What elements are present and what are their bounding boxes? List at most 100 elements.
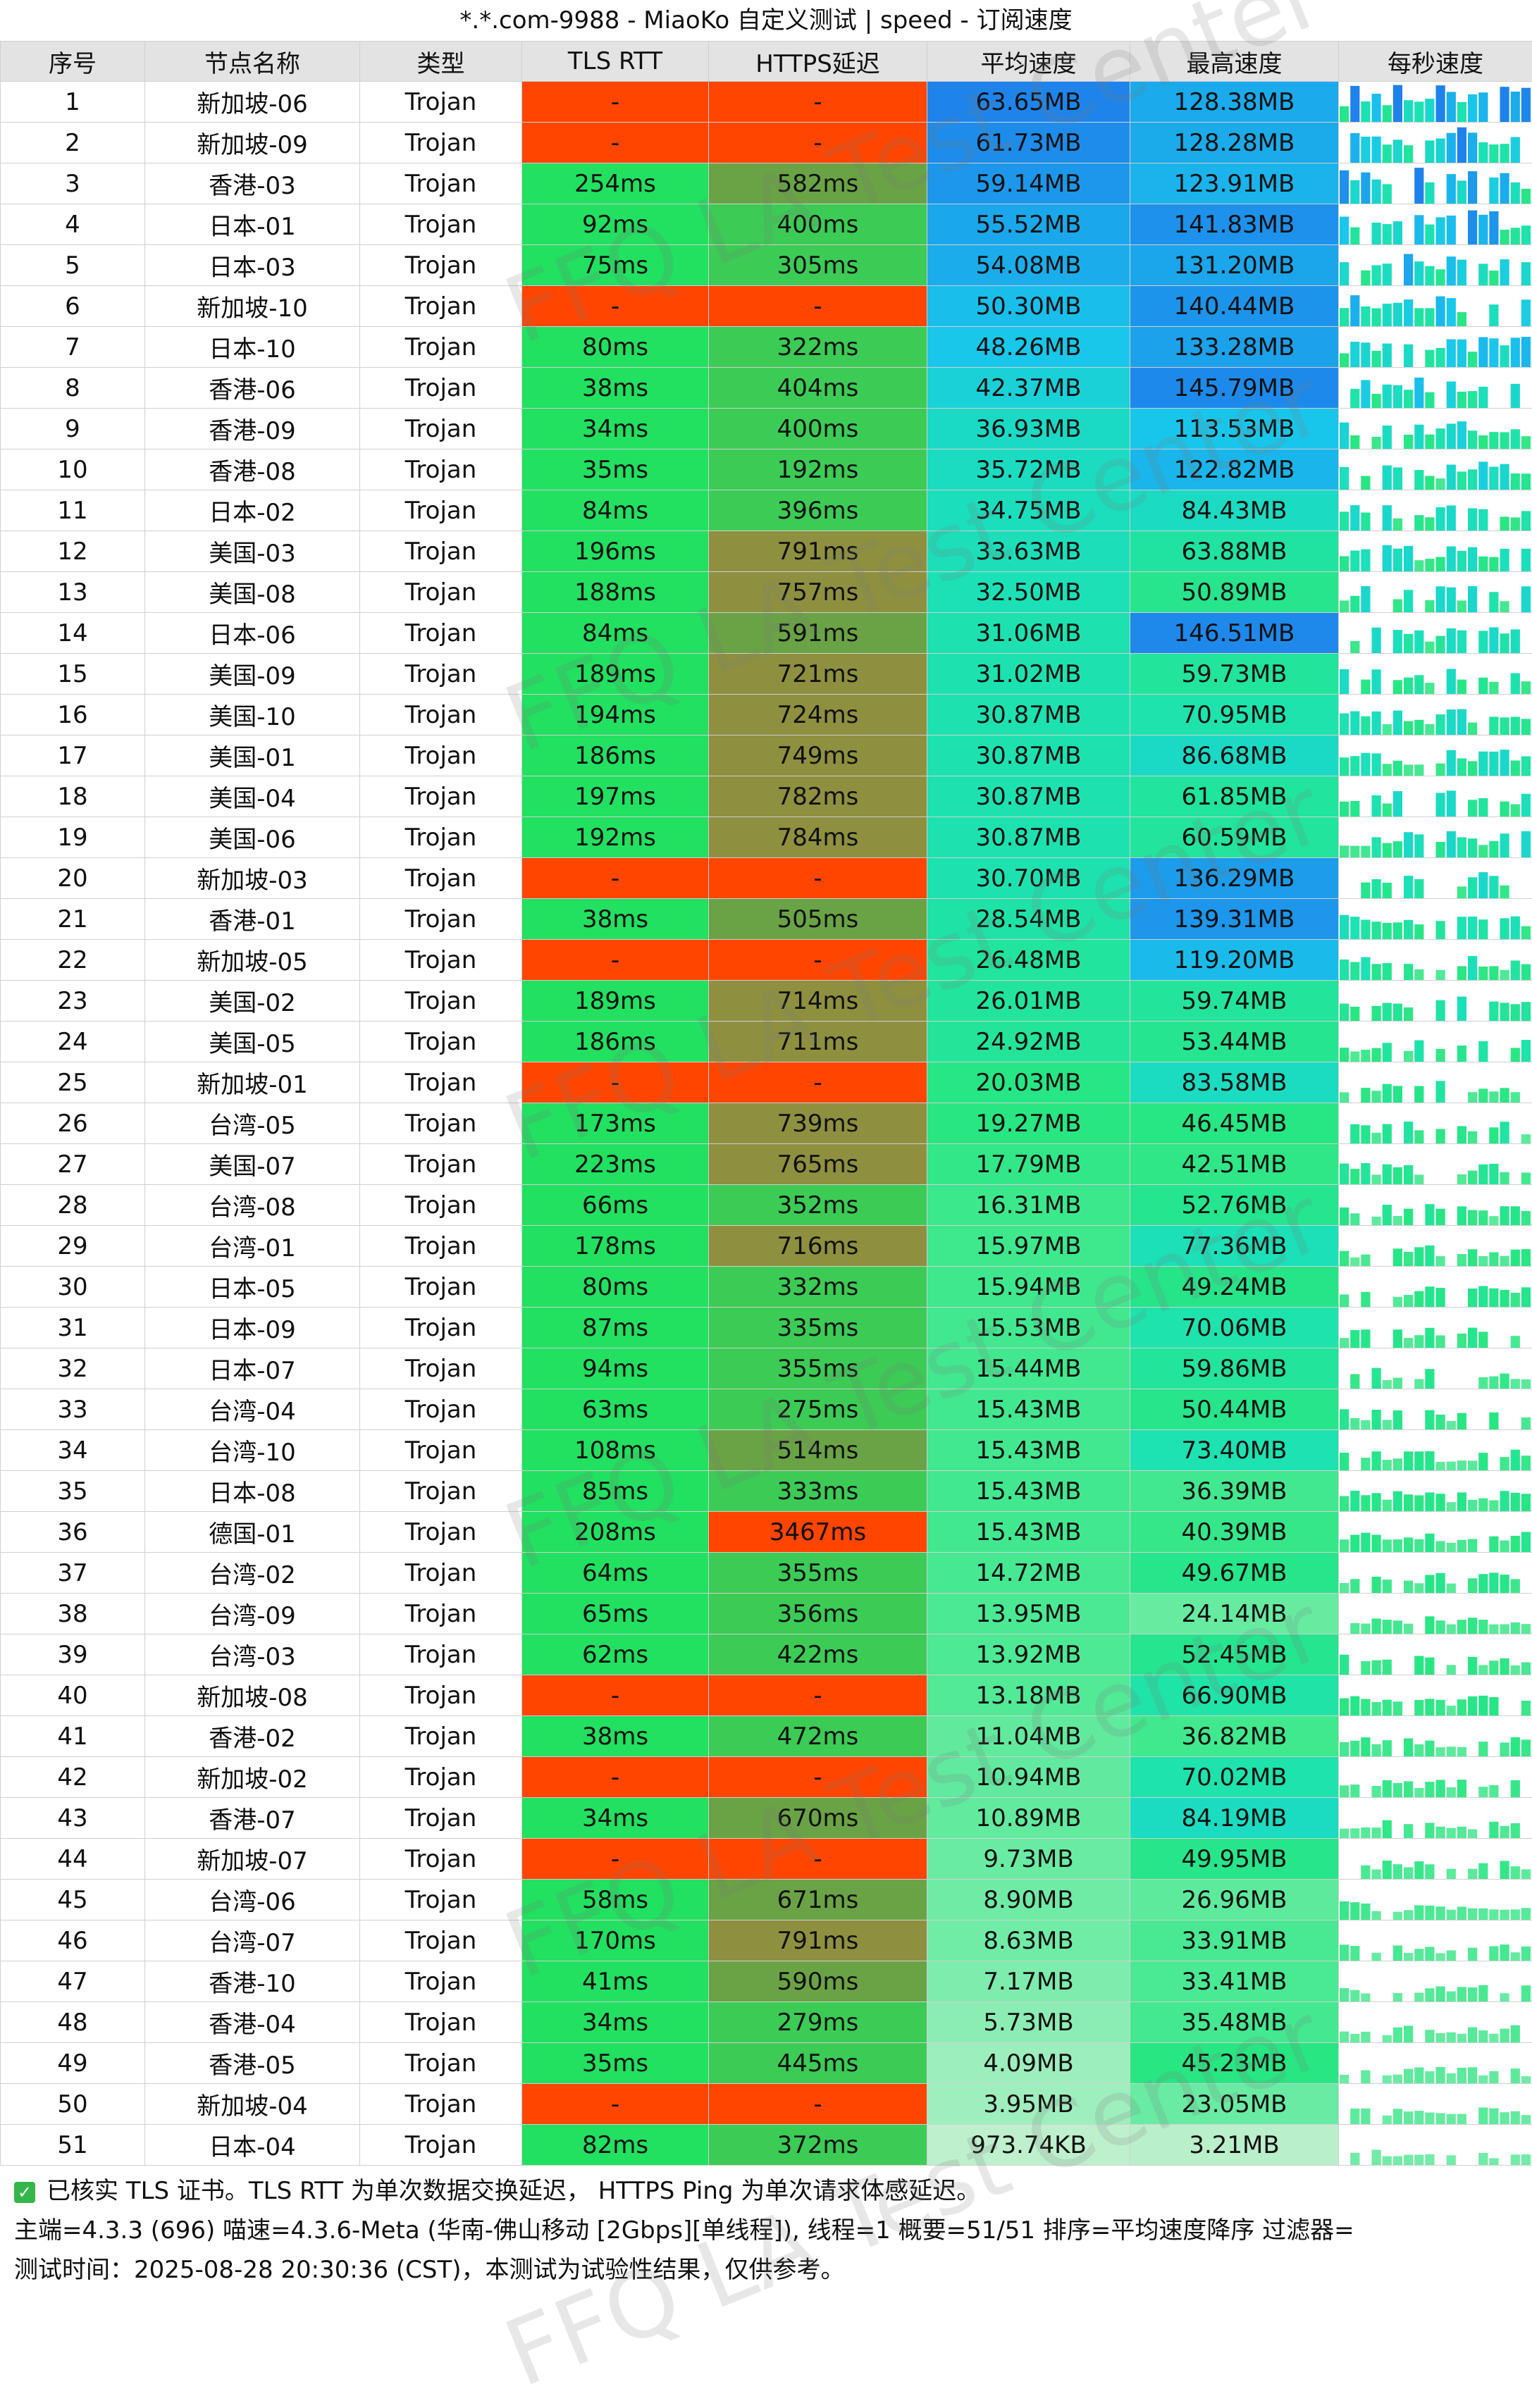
sparkline-bar (1447, 339, 1456, 367)
sparkline-bar (1489, 1536, 1498, 1551)
column-header-per-second-speed[interactable]: 每秒速度 (1339, 42, 1532, 82)
column-header-max-speed[interactable]: 最高速度 (1130, 42, 1339, 82)
tls-rtt-cell: 188ms (522, 572, 709, 613)
sparkline-bar (1447, 2032, 1456, 2042)
sparkline-bar (1500, 1206, 1509, 1225)
sparkline-bar (1489, 144, 1498, 163)
column-header-index[interactable]: 序号 (1, 42, 145, 82)
column-header-avg-speed[interactable]: 平均速度 (927, 42, 1130, 82)
sparkline-bar (1425, 683, 1434, 694)
node-type: Trojan (360, 1144, 522, 1185)
sparkline-bar (1361, 1699, 1370, 1715)
row-index: 11 (1, 490, 145, 531)
sparkline-bar (1425, 99, 1434, 122)
sparkline-bar (1350, 1257, 1359, 1265)
tls-rtt-cell: 85ms (522, 1471, 709, 1512)
sparkline-bar (1500, 1172, 1509, 1184)
avg-speed-cell: 15.43MB (927, 1389, 1130, 1430)
sparkline-bar (1478, 1332, 1488, 1348)
sparkline-bar (1372, 1869, 1381, 1879)
node-name: 美国-02 (145, 981, 360, 1022)
node-type: Trojan (360, 1471, 522, 1512)
node-type: Trojan (360, 1226, 522, 1267)
column-header-https-latency[interactable]: HTTPS延迟 (709, 42, 927, 82)
column-header-type[interactable]: 类型 (360, 42, 522, 82)
max-speed-cell: 77.36MB (1130, 1226, 1339, 1267)
row-index: 21 (1, 899, 145, 940)
sparkline-bar (1478, 751, 1488, 775)
sparkline-bar (1350, 1007, 1359, 1021)
per-second-speed-sparkline (1339, 163, 1532, 204)
node-name: 日本-07 (145, 1348, 360, 1389)
sparkline-bar (1521, 87, 1531, 121)
footer-tls-text: 已核实 TLS 证书。TLS RTT 为单次数据交换延迟， HTTPS Ping… (47, 2177, 980, 2205)
sparkline-chart (1339, 532, 1531, 571)
sparkline-bar (1404, 2025, 1413, 2042)
column-header-node-name[interactable]: 节点名称 (145, 42, 360, 82)
sparkline-bar (1447, 464, 1456, 490)
sparkline-bar (1511, 1665, 1520, 1674)
sparkline-bar (1425, 559, 1434, 571)
sparkline-bar (1361, 1420, 1370, 1429)
column-header-tls-rtt[interactable]: TLS RTT (522, 42, 709, 82)
per-second-speed-sparkline (1339, 572, 1532, 613)
per-second-speed-sparkline (1339, 1185, 1532, 1226)
node-name: 德国-01 (145, 1512, 360, 1553)
sparkline-bar (1500, 1825, 1509, 1837)
per-second-speed-sparkline (1339, 1308, 1532, 1348)
max-speed-cell: 49.95MB (1130, 1839, 1339, 1880)
sparkline-bar (1350, 342, 1359, 367)
